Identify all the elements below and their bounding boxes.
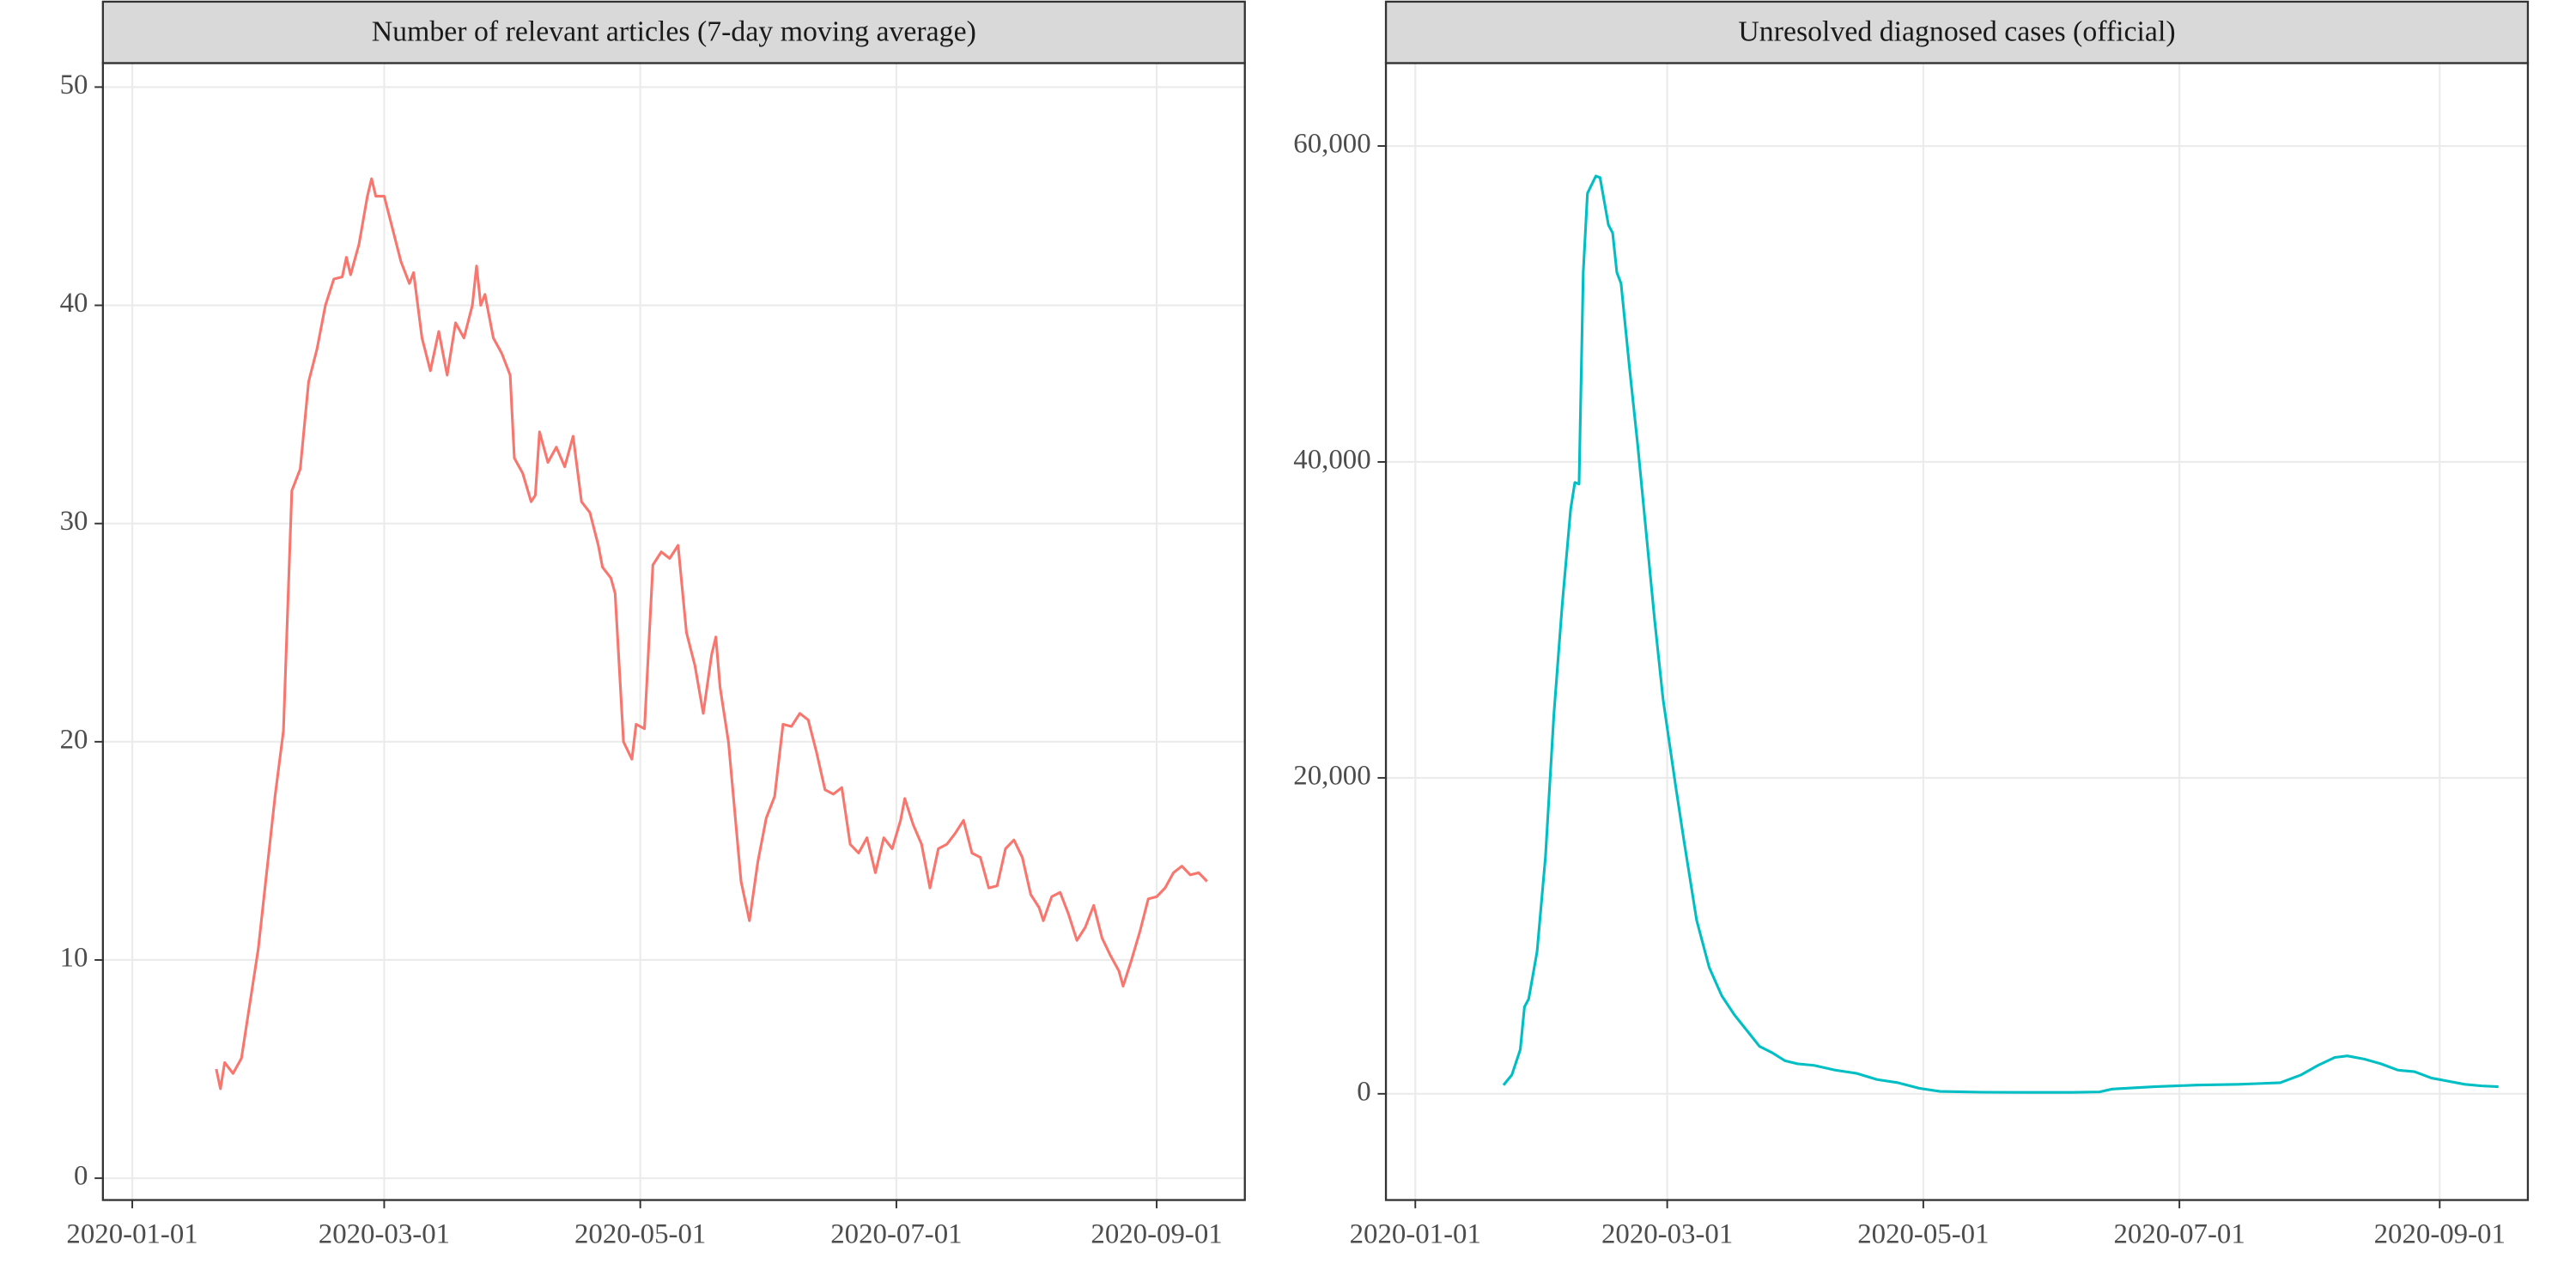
x-tick-label: 2020-03-01 [1601,1219,1733,1250]
x-tick-label: 2020-05-01 [574,1219,706,1250]
x-tick-label: 2020-01-01 [66,1219,197,1250]
panel-background [102,63,1245,1200]
strip [101,0,1246,64]
y-tick-label: 0 [1357,1076,1370,1107]
x-tick-label: 2020-01-01 [1350,1219,1481,1250]
data-line [1502,174,2499,1094]
y-tick-label: 40 [60,288,88,319]
x-tick-label: 2020-03-01 [319,1219,450,1250]
panel-title: Unresolved diagnosed cases (official) [1738,15,2175,47]
y-tick-label: 40,000 [1293,445,1370,476]
y-tick-label: 60,000 [1293,129,1370,160]
x-tick-label: 2020-05-01 [1857,1219,1989,1250]
panel-background [1386,63,2528,1200]
y-tick-label: 50 [60,70,88,100]
y-tick-label: 20 [60,724,88,755]
y-tick-label: 0 [74,1161,88,1192]
y-tick-label: 20,000 [1293,760,1370,791]
panel-title: Number of relevant articles (7-day movin… [372,15,976,47]
y-tick-label: 10 [60,943,88,974]
strip [1384,0,2530,64]
x-tick-label: 2020-07-01 [830,1219,962,1250]
x-tick-label: 2020-07-01 [2113,1219,2245,1250]
x-tick-label: 2020-09-01 [2374,1219,2506,1250]
data-line [215,177,1208,1091]
y-tick-label: 30 [60,506,88,537]
x-tick-label: 2020-09-01 [1091,1219,1222,1250]
